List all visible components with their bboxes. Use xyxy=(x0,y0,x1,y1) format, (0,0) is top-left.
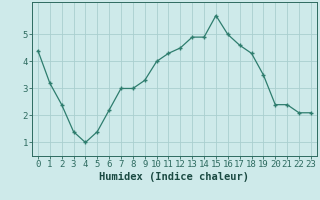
X-axis label: Humidex (Indice chaleur): Humidex (Indice chaleur) xyxy=(100,172,249,182)
